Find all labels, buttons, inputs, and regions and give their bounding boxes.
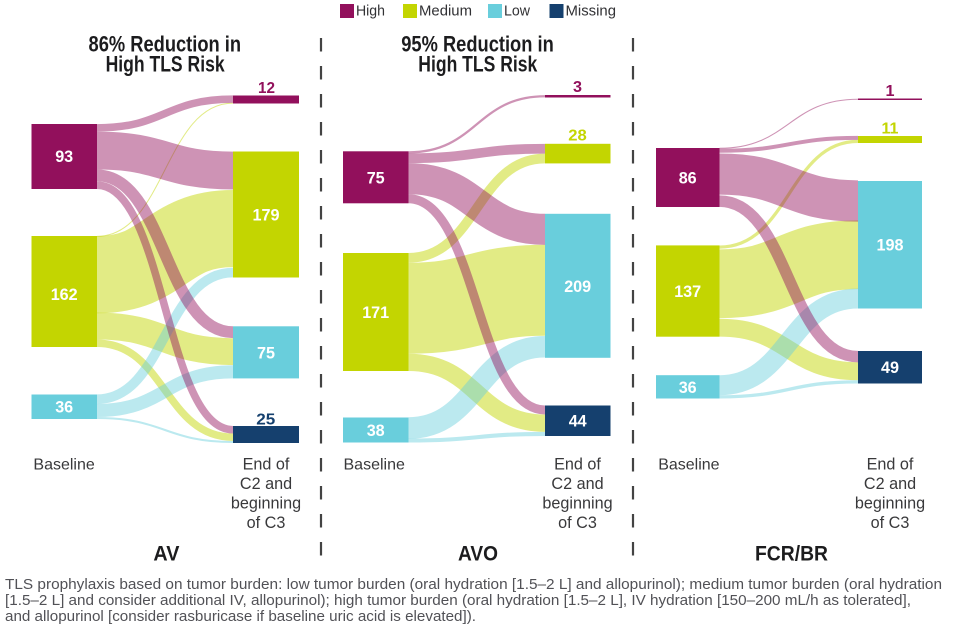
svg-text:162: 162 xyxy=(51,286,78,304)
svg-text:36: 36 xyxy=(55,399,73,417)
svg-text:49: 49 xyxy=(881,359,899,377)
svg-text:End of: End of xyxy=(867,455,914,473)
svg-text:36: 36 xyxy=(679,379,697,397)
svg-text:and allopurinol [consider rasb: and allopurinol [consider rasburicase if… xyxy=(5,608,476,625)
svg-text:Low: Low xyxy=(504,3,530,20)
svg-text:C2 and: C2 and xyxy=(864,475,916,493)
svg-text:of C3: of C3 xyxy=(247,514,286,532)
svg-text:FCR/BR: FCR/BR xyxy=(755,542,828,565)
svg-text:93: 93 xyxy=(55,148,73,166)
svg-text:25: 25 xyxy=(256,411,275,428)
svg-text:End of: End of xyxy=(554,455,601,473)
svg-text:TLS prophylaxis based on tumor: TLS prophylaxis based on tumor burden: l… xyxy=(5,576,942,593)
svg-text:137: 137 xyxy=(674,283,701,301)
svg-text:C2 and: C2 and xyxy=(551,475,603,493)
svg-text:beginning: beginning xyxy=(542,495,612,513)
svg-text:End of: End of xyxy=(243,455,290,473)
svg-text:Baseline: Baseline xyxy=(658,456,719,473)
svg-text:75: 75 xyxy=(257,344,275,362)
svg-text:of C3: of C3 xyxy=(871,514,910,532)
svg-text:38: 38 xyxy=(367,422,385,440)
svg-text:Missing: Missing xyxy=(566,3,617,20)
svg-text:High TLS Risk: High TLS Risk xyxy=(106,52,226,77)
svg-text:Baseline: Baseline xyxy=(344,456,405,473)
svg-text:Baseline: Baseline xyxy=(33,456,94,473)
svg-text:86% Reduction in: 86% Reduction in xyxy=(89,32,242,57)
svg-text:3: 3 xyxy=(573,79,582,96)
svg-text:75: 75 xyxy=(367,169,385,187)
svg-text:198: 198 xyxy=(877,237,904,255)
svg-text:44: 44 xyxy=(569,413,588,431)
svg-text:12: 12 xyxy=(258,80,275,97)
svg-text:beginning: beginning xyxy=(231,495,301,513)
svg-text:[1.5–2 L] and consider additio: [1.5–2 L] and consider additional IV, al… xyxy=(5,592,911,609)
svg-text:AV: AV xyxy=(153,542,179,565)
svg-text:1: 1 xyxy=(886,83,895,100)
svg-text:AVO: AVO xyxy=(458,542,498,565)
svg-text:of C3: of C3 xyxy=(558,514,597,532)
svg-text:High: High xyxy=(356,3,385,20)
svg-text:209: 209 xyxy=(564,278,591,296)
svg-text:Medium: Medium xyxy=(419,3,472,20)
svg-text:171: 171 xyxy=(362,304,389,322)
svg-text:179: 179 xyxy=(253,207,280,225)
svg-text:High TLS Risk: High TLS Risk xyxy=(418,52,538,77)
svg-text:28: 28 xyxy=(568,128,587,145)
svg-text:C2 and: C2 and xyxy=(240,475,292,493)
svg-text:86: 86 xyxy=(679,170,697,188)
svg-text:beginning: beginning xyxy=(855,495,925,513)
svg-text:95% Reduction in: 95% Reduction in xyxy=(401,32,554,57)
svg-text:11: 11 xyxy=(882,121,899,138)
